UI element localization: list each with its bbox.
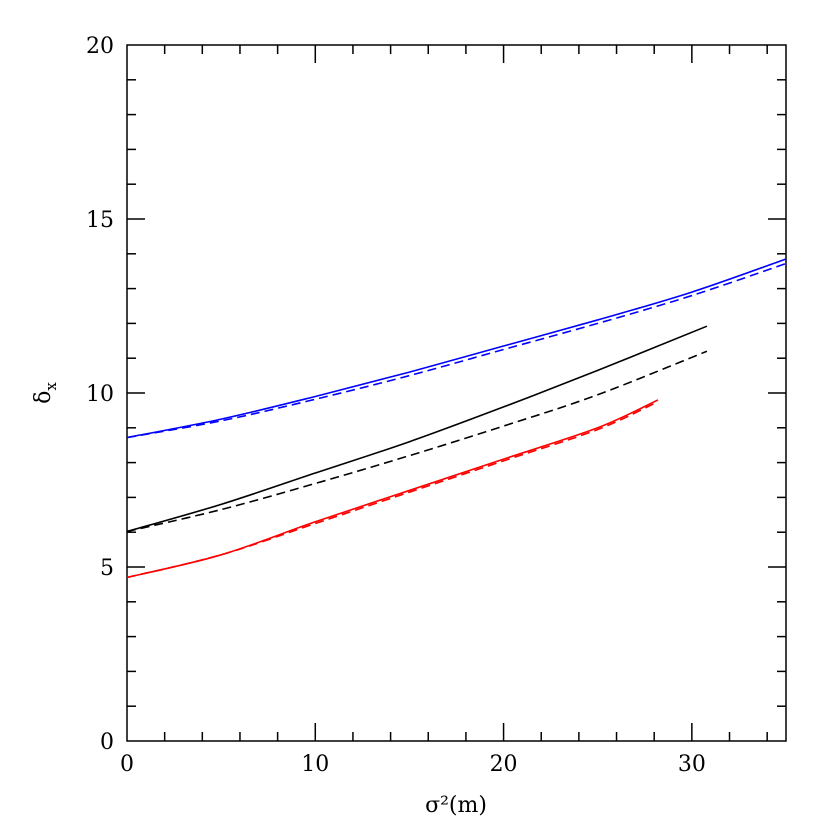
y-tick-label: 20 [86, 34, 114, 59]
data-series [127, 258, 786, 579]
x-axis-label: σ²(m) [425, 793, 487, 818]
y-tick-label: 15 [86, 208, 114, 233]
y-axis-label-sub: x [42, 382, 60, 391]
y-axis-label: δx [31, 382, 60, 404]
series-line-blue-dashed [127, 262, 786, 439]
series-line-red-solid [127, 399, 659, 579]
x-tick-label: 0 [120, 752, 134, 777]
x-tick-label: 10 [301, 752, 329, 777]
series-line-black-solid [127, 325, 708, 533]
y-tick-label: 0 [100, 730, 114, 755]
y-axis-label-main: δ [31, 391, 56, 404]
y-tick-label: 10 [86, 382, 114, 407]
series-line-black-dashed [127, 350, 708, 533]
tick-labels: 0 10 20 30 0 5 10 15 20 [86, 34, 706, 777]
plot-frame [126, 44, 787, 742]
x-tick-label: 30 [678, 752, 706, 777]
series-line-red-dashed [127, 400, 659, 579]
axis-ticks [127, 45, 786, 741]
svg-text:δx: δx [31, 382, 60, 404]
series-line-blue-solid [127, 258, 786, 439]
x-tick-label: 20 [490, 752, 518, 777]
y-tick-label: 5 [100, 556, 114, 581]
